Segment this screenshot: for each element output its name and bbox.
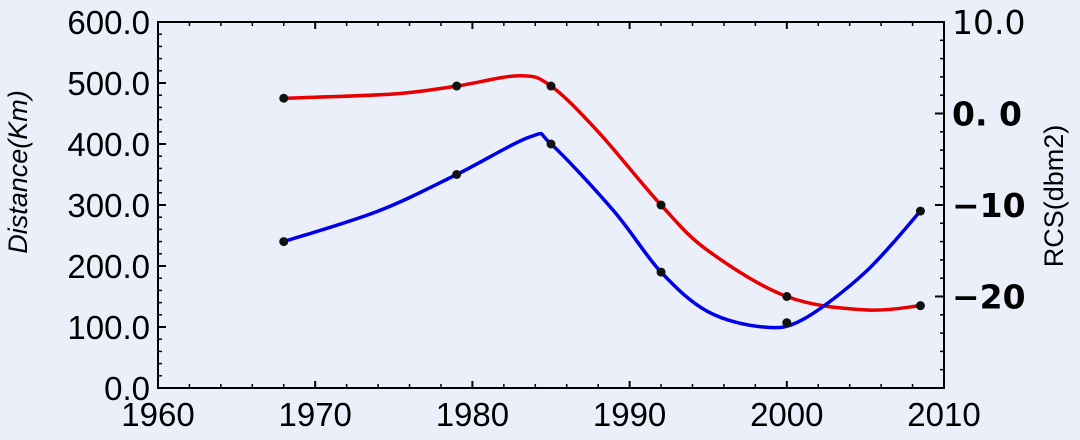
y-tick-label: 100.0 bbox=[67, 309, 150, 346]
series-2-point-1 bbox=[279, 237, 289, 247]
series-line-1 bbox=[282, 73, 923, 312]
series-2-point-5 bbox=[782, 318, 792, 328]
x-tick-label: 1990 bbox=[593, 396, 666, 433]
x-tick-label: 1980 bbox=[436, 396, 509, 433]
y2-tick-label: −20 bbox=[952, 278, 1026, 317]
y-tick-label: 600.0 bbox=[67, 4, 150, 41]
y2-tick-label: −10 bbox=[952, 186, 1026, 225]
y2-tick-label: 10.0 bbox=[952, 3, 1025, 42]
series-layer bbox=[282, 73, 923, 330]
series-1-point-2 bbox=[452, 81, 462, 91]
x-tick-label: 2010 bbox=[907, 396, 980, 433]
y-tick-label: 300.0 bbox=[67, 187, 150, 224]
series-1-point-5 bbox=[782, 292, 792, 301]
series-1-point-6 bbox=[915, 301, 925, 311]
series-2-point-2 bbox=[452, 170, 462, 179]
series-1-point-4 bbox=[656, 200, 666, 210]
series-2-point-6 bbox=[915, 206, 925, 216]
series-2-point-4 bbox=[656, 267, 666, 277]
marker-layer bbox=[279, 81, 925, 328]
series-1-point-3 bbox=[546, 81, 556, 91]
x-tick-label: 1970 bbox=[278, 396, 351, 433]
label-layer: 1960 1970 1980 1990 2000 2010 0.0 100.0 200.0 300… bbox=[67, 3, 1025, 433]
x-tick-label: 1960 bbox=[121, 396, 194, 433]
series-1-point-1 bbox=[279, 93, 289, 103]
series-line-2 bbox=[282, 131, 923, 330]
y-axis-title: Distance(Km) bbox=[3, 90, 33, 254]
y-tick-label: 0.0 bbox=[104, 370, 150, 407]
axis-layer bbox=[157, 21, 945, 389]
x-tick-label: 2000 bbox=[750, 396, 823, 433]
y-tick-label: 500.0 bbox=[67, 65, 150, 102]
y2-axis-title: RCS(dbm2) bbox=[1039, 125, 1069, 268]
series-2-point-3 bbox=[546, 139, 556, 149]
y-tick-label: 400.0 bbox=[67, 126, 150, 163]
y-tick-label: 200.0 bbox=[67, 248, 150, 285]
y2-tick-label: 0. 0 bbox=[952, 95, 1022, 134]
